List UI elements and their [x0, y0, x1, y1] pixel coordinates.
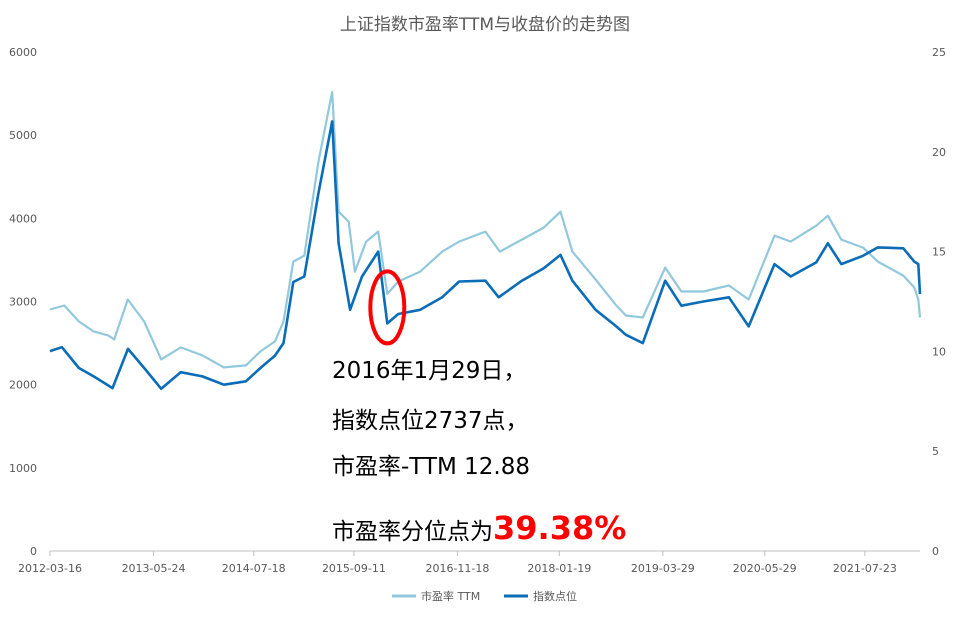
- y-right-tick-label: 15: [932, 246, 946, 259]
- annotation-line-index: 指数点位2737点，: [332, 408, 529, 434]
- series-layer: [49, 90, 922, 391]
- x-tick-label: 2016-11-18: [425, 562, 489, 575]
- highlight-ellipse: [368, 269, 407, 346]
- annotation-percentile-value: 39.38%: [493, 509, 627, 547]
- annotation-line-pe: 市盈率-TTM 12.88: [332, 454, 530, 480]
- legend-label-pe: 市盈率 TTM: [421, 589, 480, 603]
- annotation-line-percentile: 市盈率分位点为39.38%: [332, 512, 626, 544]
- x-tick-label: 2014-07-18: [222, 562, 286, 575]
- y-right-tick-label: 0: [932, 545, 939, 558]
- y-left-tick-label: 0: [30, 545, 37, 558]
- y-left-tick-label: 6000: [9, 46, 37, 59]
- x-tick-label: 2013-05-24: [122, 562, 186, 575]
- y-left-tick-label: 4000: [9, 212, 37, 225]
- x-tick-label: 2020-05-29: [733, 562, 797, 575]
- y-right-tick-label: 25: [932, 46, 946, 59]
- series-line-index: [49, 120, 922, 391]
- y-right-tick-label: 5: [932, 445, 939, 458]
- y-left-tick-label: 1000: [9, 462, 37, 475]
- y-right-tick-label: 20: [932, 146, 946, 159]
- axes: 2012-03-16 2013-05-24 2014-07-18 2015-09-11…: [9, 46, 946, 575]
- x-tick-label: 2019-03-29: [631, 562, 695, 575]
- x-tick-label: 2018-01-19: [527, 562, 591, 575]
- y-left-tick-label: 2000: [9, 379, 37, 392]
- legend-label-index: 指数点位: [533, 589, 577, 603]
- chart-title: 上证指数市盈率TTM与收盘价的走势图: [339, 15, 631, 35]
- y-left-tick-label: 3000: [9, 296, 37, 309]
- annotation-line-date: 2016年1月29日，: [332, 358, 527, 384]
- series-line-pe-ttm: [49, 90, 922, 369]
- legend: 市盈率 TTM 指数点位: [392, 589, 577, 603]
- x-tick-label: 2012-03-16: [18, 562, 82, 575]
- annotation-percentile-label: 市盈率分位点为: [332, 519, 493, 545]
- y-left-tick-label: 5000: [9, 129, 37, 142]
- y-right-tick-label: 10: [932, 345, 946, 358]
- x-tick-label: 2021-07-23: [833, 562, 897, 575]
- x-tick-label: 2015-09-11: [322, 562, 386, 575]
